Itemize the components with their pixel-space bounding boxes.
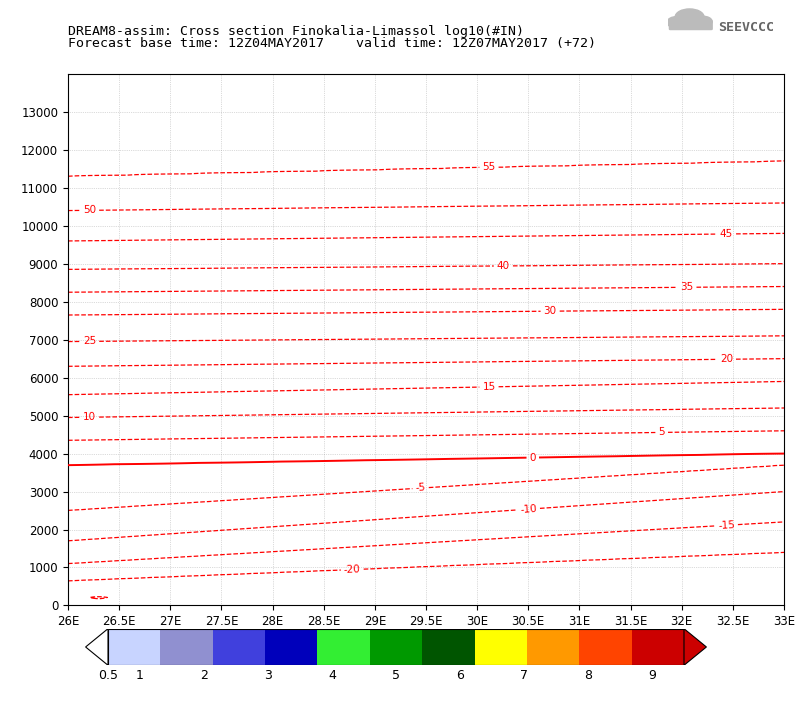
Text: 50: 50	[83, 206, 96, 215]
Text: 0.5: 0.5	[98, 669, 118, 681]
Text: -5: -5	[415, 483, 426, 494]
Text: 10: 10	[83, 412, 96, 422]
Text: 45: 45	[720, 229, 733, 239]
Circle shape	[693, 16, 712, 27]
Circle shape	[675, 9, 704, 25]
Text: 0: 0	[530, 453, 536, 463]
Bar	[370, 629, 422, 665]
Text: -15: -15	[718, 520, 735, 531]
Text: 5: 5	[392, 669, 400, 681]
Text: -10: -10	[520, 503, 538, 515]
Bar	[318, 629, 370, 665]
Bar	[632, 629, 684, 665]
Circle shape	[684, 16, 705, 28]
Bar	[160, 629, 213, 665]
Bar	[422, 629, 474, 665]
Text: 30: 30	[543, 306, 557, 316]
Text: 55: 55	[482, 162, 496, 172]
Bar	[265, 629, 318, 665]
Bar	[108, 629, 160, 665]
Text: 9: 9	[648, 669, 656, 681]
Circle shape	[667, 16, 688, 28]
Bar	[474, 629, 527, 665]
Text: 25: 25	[83, 337, 96, 346]
Text: 2: 2	[200, 669, 208, 681]
Text: 7: 7	[520, 669, 528, 681]
Bar	[213, 629, 265, 665]
Text: 8: 8	[584, 669, 592, 681]
Text: SEEVCCC: SEEVCCC	[718, 21, 774, 34]
Bar	[579, 629, 632, 665]
Text: 15: 15	[482, 382, 496, 392]
Text: 35: 35	[680, 282, 694, 292]
Text: 40: 40	[497, 261, 510, 271]
Text: DREAM8-assim: Cross section Finokalia-Limassol log10(#IN): DREAM8-assim: Cross section Finokalia-Li…	[68, 25, 524, 37]
Text: 6: 6	[456, 669, 464, 681]
Text: -20: -20	[344, 564, 361, 574]
Text: 3: 3	[264, 669, 272, 681]
Text: 4: 4	[328, 669, 336, 681]
FancyBboxPatch shape	[670, 21, 712, 30]
Polygon shape	[86, 629, 108, 665]
Bar	[527, 629, 579, 665]
Polygon shape	[684, 629, 706, 665]
Text: 5: 5	[658, 427, 665, 437]
Text: 20: 20	[720, 354, 733, 365]
Text: Forecast base time: 12Z04MAY2017    valid time: 12Z07MAY2017 (+72): Forecast base time: 12Z04MAY2017 valid t…	[68, 37, 596, 49]
Text: 1: 1	[136, 669, 144, 681]
